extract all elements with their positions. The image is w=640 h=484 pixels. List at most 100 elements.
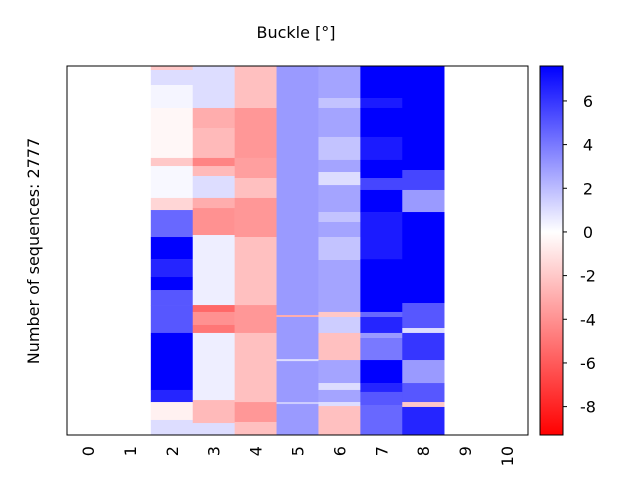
heatmap-cell [150,389,194,403]
heatmap-cell [192,423,235,436]
x-tick-label: 0 [79,446,98,456]
heatmap-cell [402,212,445,304]
heatmap-cell [318,332,361,361]
heatmap-cell [318,98,361,109]
colorbar-tick-label: 4 [583,136,593,155]
x-tick-label: 3 [205,446,224,456]
heatmap-cell [150,334,194,391]
heatmap-cell [150,290,194,306]
heatmap-cell [318,66,361,99]
heatmap-cell [360,136,403,161]
heatmap-cell [234,157,277,179]
heatmap-cell [360,337,403,361]
heatmap-cell [276,359,319,362]
heatmap-cell [360,66,403,99]
y-axis-label: Number of sequences: 2777 [24,138,43,365]
x-tick-label: 8 [414,446,433,456]
heatmap-cell [360,360,403,384]
colorbar-tick-label: -8 [580,398,596,417]
heatmap-cell [150,66,194,71]
heatmap-cell [276,66,319,316]
heatmap-cell [360,317,403,334]
heatmap-cell [192,208,235,236]
colorbar-ticks: 6 4 2 0 -2 -4 -6 -8 [563,92,596,417]
heatmap-cell [150,69,194,86]
heatmap-cell [150,166,194,199]
heatmap-cell [234,332,277,403]
heatmap-cell [276,361,319,403]
colorbar-tick-label: -2 [580,267,596,286]
heatmap-cell [234,421,277,436]
heatmap-cell [318,311,361,318]
heatmap-cell [402,360,445,384]
heatmap-cell [402,66,445,171]
heatmap-cell [360,178,403,191]
colorbar-tick-label: -6 [580,354,596,373]
heatmap-cell [360,311,403,318]
colorbar-tick-label: 0 [583,223,593,242]
heatmap-cell [318,107,361,138]
heatmap-cell [234,305,277,334]
heatmap-cell [276,317,319,360]
x-tick-label: 6 [330,446,349,456]
heatmap-cell [318,185,361,213]
heatmap-cell [360,159,403,179]
heatmap-cell [150,210,194,238]
heatmap-cell [192,128,235,159]
heatmap-cell [234,402,277,423]
heatmap-cell [150,419,194,436]
heatmap-cells [150,66,445,436]
heatmap-cell [234,178,277,199]
heatmap-cell [192,157,235,167]
heatmap-cell [150,85,194,109]
colorbar-tick-label: -4 [580,310,596,329]
colorbar-tick-label: 2 [583,179,593,198]
x-axis-ticks: 0 1 2 3 4 5 6 7 8 9 10 [79,446,517,466]
heatmap-cell [192,311,235,326]
heatmap-cell [150,259,194,278]
heatmap-cell [192,400,235,424]
heatmap-cell [318,212,361,223]
heatmap-cell [360,332,403,339]
heatmap-cell [150,277,194,291]
heatmap-cell [360,391,403,406]
heatmap-cell [150,157,194,167]
x-tick-label: 5 [289,446,308,456]
heatmap-cell [150,332,194,336]
colorbar [539,65,564,436]
heatmap-cell [402,406,445,436]
heatmap-cell [402,189,445,213]
heatmap-cell [360,404,403,436]
heatmap-cell [402,332,445,361]
heatmap-cell [192,197,235,209]
heatmap-cell [192,324,235,334]
heatmap-cell [402,402,445,408]
chart-title: Buckle [°] [256,23,335,42]
heatmap-cell [150,197,194,211]
heatmap-cell [276,404,319,436]
x-tick-label: 4 [247,446,266,456]
x-tick-label: 7 [372,446,391,456]
heatmap-cell [192,332,235,401]
heatmap-cell [318,402,361,407]
heatmap-cell [150,107,194,159]
heatmap-cell [402,328,445,334]
heatmap-cell [150,305,194,334]
heatmap-cell [276,402,319,405]
heatmap-cell [318,136,361,161]
heatmap-cell [318,389,361,403]
x-tick-label: 9 [456,446,475,456]
heatmap-cell [192,176,235,199]
heatmap-cell [234,66,277,109]
heatmap-cell [318,172,361,186]
heatmap-cell [192,166,235,177]
heatmap-cell [360,259,403,313]
heatmap-cell [192,107,235,129]
plot-frame [66,65,529,436]
heatmap-cell [402,383,445,403]
colorbar-tick-label: 6 [583,92,593,111]
heatmap-cell [234,197,277,238]
heatmap-cell [360,212,403,260]
heatmap-cell [360,98,403,109]
